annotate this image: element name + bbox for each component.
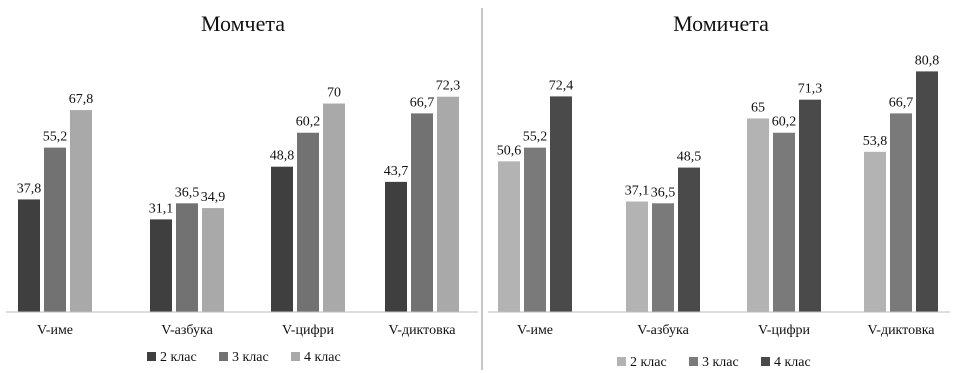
bar	[626, 201, 648, 312]
legend-swatch	[761, 357, 770, 366]
bar	[747, 118, 769, 312]
bar	[773, 132, 795, 312]
x-tick-label: V-диктовка	[867, 323, 935, 338]
bar	[385, 181, 407, 312]
legend-swatch	[617, 357, 626, 366]
legend-swatch	[291, 352, 300, 361]
legend: 2 клас 3 клас 4 клас	[147, 350, 341, 365]
data-label: 50,6	[497, 143, 522, 158]
legend-swatch	[147, 352, 156, 361]
bar	[799, 99, 821, 312]
bar	[498, 161, 520, 312]
x-tick-label: V-цифри	[282, 323, 335, 338]
data-label: 55,2	[43, 130, 68, 145]
bar-group: 37,8 55,2 67,8 31,136,5 34,9 48,8 60,2 70 43,7 66…	[17, 79, 461, 313]
bar	[44, 147, 66, 312]
x-tick-label: V-име	[517, 323, 553, 338]
bar	[890, 113, 912, 312]
data-label: 70	[327, 86, 341, 101]
x-tick-label: V-цифри	[758, 323, 811, 338]
data-label: 60,2	[772, 115, 797, 130]
data-label: 72,3	[436, 79, 461, 94]
legend-label: 3 клас	[232, 350, 269, 365]
data-label: 72,4	[549, 78, 574, 93]
bar	[323, 103, 345, 312]
legend-swatch	[219, 352, 228, 361]
data-label: 71,3	[798, 82, 823, 97]
chart-title: Момчета	[201, 11, 285, 36]
data-label: 60,2	[296, 115, 321, 130]
data-label: 37,1	[625, 184, 650, 199]
bar	[411, 113, 433, 312]
bar	[176, 203, 198, 312]
x-axis-ticks: V-име V-азбука V-цифри V-диктовка	[37, 323, 456, 338]
data-label: 55,2	[523, 130, 548, 145]
legend-label: 3 клас	[702, 355, 739, 370]
legend-label: 4 клас	[774, 355, 811, 370]
x-tick-label: V-диктовка	[388, 323, 456, 338]
chart-panel-girls: Момичета 50,655,2 72,4 37,1 36,5 48,5 65 60,2 7…	[488, 11, 950, 370]
bar	[150, 219, 172, 312]
legend-label: 2 клас	[160, 350, 197, 365]
data-label: 43,7	[384, 164, 409, 179]
data-label: 36,5	[651, 185, 676, 200]
data-label: 37,8	[17, 181, 42, 196]
data-label: 53,8	[863, 134, 888, 149]
bar	[18, 199, 40, 312]
x-tick-label: V-име	[37, 323, 73, 338]
legend-label: 4 клас	[304, 350, 341, 365]
legend-swatch	[689, 357, 698, 366]
data-label: 67,8	[69, 92, 94, 107]
bar	[524, 147, 546, 312]
bar	[550, 96, 572, 312]
chart-panel-boys: Момчета 37,8 55,2 67,8 31,136,5 34,9 48,8 60,2…	[6, 11, 478, 365]
bar	[652, 203, 674, 312]
bar-group: 50,655,2 72,4 37,1 36,5 48,5 65 60,2 71,3 53,8 66…	[497, 53, 940, 312]
bar	[437, 96, 459, 312]
bar	[70, 110, 92, 313]
data-label: 80,8	[915, 53, 940, 68]
data-label: 31,1	[149, 201, 174, 216]
data-label: 66,7	[410, 95, 435, 110]
data-label: 36,5	[175, 185, 200, 200]
bar	[297, 132, 319, 312]
x-tick-label: V-азбука	[637, 323, 689, 338]
x-tick-label: V-азбука	[161, 323, 213, 338]
legend-label: 2 клас	[630, 355, 667, 370]
legend: 2 клас 3 клас 4 клас	[617, 355, 811, 370]
data-label: 48,5	[677, 150, 702, 165]
bar	[916, 71, 938, 312]
bar	[678, 167, 700, 312]
chart-title: Момичета	[673, 11, 769, 36]
data-label: 34,9	[201, 190, 226, 205]
x-axis-ticks: V-име V-азбука V-цифри V-диктовка	[517, 323, 935, 338]
data-label: 65	[751, 100, 765, 115]
data-label: 66,7	[889, 95, 914, 110]
data-label: 48,8	[270, 149, 295, 164]
bar	[271, 166, 293, 312]
bar	[864, 151, 886, 312]
bar	[202, 208, 224, 312]
